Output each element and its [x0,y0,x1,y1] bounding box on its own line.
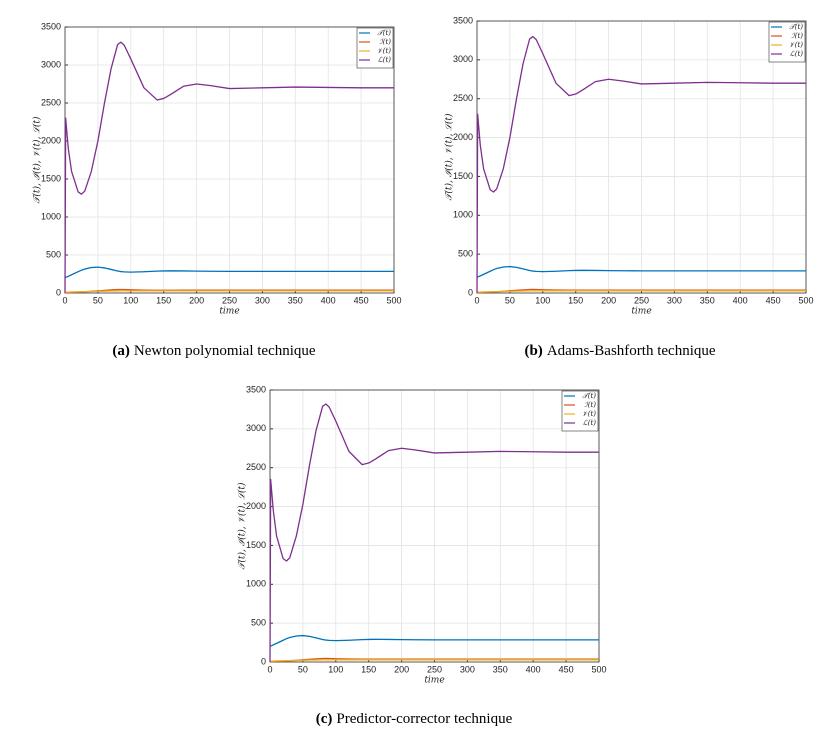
y-tick-label: 2500 [453,93,473,103]
x-tick-label: 0 [62,295,67,305]
legend-label: 𝒱(t) [789,41,803,49]
legend-label: ℐ(t) [379,38,391,46]
series-line [269,634,599,648]
x-tick-label: 500 [591,664,606,674]
x-tick-label: 350 [493,664,508,674]
x-tick-label: 300 [667,295,682,305]
y-tick-label: 3500 [246,384,266,394]
y-tick-label: 3000 [246,423,266,433]
y-tick-label: 500 [251,618,266,628]
legend-label: 𝒯(t) [789,23,803,31]
caption-label: (b) [524,343,542,359]
x-tick-label: 200 [189,295,204,305]
y-tick-label: 1500 [41,173,61,183]
x-tick-label: 250 [222,295,237,305]
x-tick-label: 300 [460,664,475,674]
legend-label: ℐ(t) [584,401,596,409]
x-tick-label: 150 [361,664,376,674]
y-tick-label: 2000 [41,135,61,145]
caption-text: Predictor-corrector technique [336,711,512,727]
legend-label: ℒ(t) [790,50,804,58]
y-axis-label: 𝒯(t), ℐ(t), 𝒱(t), ℒ(t) [32,116,43,203]
x-tick-label: 400 [733,295,748,305]
y-axis-label: 𝒯(t), ℐ(t), 𝒱(t), ℒ(t) [444,113,455,200]
series-line [269,403,599,663]
x-tick-label: 100 [123,295,138,305]
x-tick-label: 450 [766,295,781,305]
y-tick-label: 1500 [246,540,266,550]
y-tick-label: 2500 [246,462,266,472]
legend-label: ℒ(t) [583,419,597,427]
series-line [477,290,806,293]
caption-text: Adams-Bashforth technique [547,343,716,359]
y-tick-label: 0 [261,656,266,666]
x-tick-label: 100 [535,295,550,305]
legend-label: 𝒱(t) [582,410,596,418]
y-tick-label: 1500 [453,171,473,181]
x-tick-label: 50 [505,295,515,305]
x-tick-label: 500 [798,295,813,305]
y-tick-label: 2000 [246,501,266,511]
y-tick-label: 0 [56,287,61,297]
x-axis-label: time [424,676,444,686]
series-line [476,35,806,294]
x-axis-label: time [631,307,651,317]
x-tick-label: 450 [559,664,574,674]
x-tick-label: 300 [255,295,270,305]
x-tick-label: 150 [568,295,583,305]
x-axis-label: time [219,307,239,317]
x-tick-label: 150 [156,295,171,305]
y-tick-label: 1000 [453,210,473,220]
y-tick-label: 500 [458,249,473,259]
x-tick-label: 0 [474,295,479,305]
caption: (a) Newton polynomial technique [112,343,315,359]
x-tick-label: 350 [700,295,715,305]
legend-label: 𝒯(t) [582,392,596,400]
x-tick-label: 200 [394,664,409,674]
x-tick-label: 50 [298,664,308,674]
caption-text: Newton polynomial technique [134,343,316,359]
legend-label: 𝒯(t) [377,29,391,37]
y-tick-label: 2000 [453,132,473,142]
x-tick-label: 0 [267,664,272,674]
y-tick-label: 1000 [41,211,61,221]
y-tick-label: 2500 [41,97,61,107]
y-tick-label: 0 [468,287,473,297]
series-line [270,659,599,662]
x-tick-label: 250 [634,295,649,305]
y-tick-label: 1000 [246,579,266,589]
caption: (c) Predictor-corrector technique [316,711,513,727]
x-tick-label: 400 [526,664,541,674]
legend-label: ℐ(t) [791,32,803,40]
series-line [476,265,806,279]
caption-label: (a) [112,343,130,359]
y-tick-label: 3000 [453,54,473,64]
x-tick-label: 100 [328,664,343,674]
series-line [64,266,394,279]
y-tick-label: 3500 [453,15,473,25]
caption-label: (c) [316,711,333,727]
x-tick-label: 50 [93,295,103,305]
y-axis-label: 𝒯(t), ℐ(t), 𝒱(t), ℒ(t) [237,482,248,569]
legend-box [768,21,806,63]
caption: (b) Adams-Bashforth technique [524,343,715,359]
x-tick-label: 400 [321,295,336,305]
y-tick-label: 3000 [41,59,61,69]
series-line [65,290,394,293]
y-tick-label: 3500 [41,21,61,31]
x-tick-label: 250 [427,664,442,674]
series-line [64,41,394,294]
legend-label: ℒ(t) [378,56,392,64]
x-tick-label: 350 [288,295,303,305]
x-tick-label: 450 [354,295,369,305]
legend-label: 𝒱(t) [377,47,391,55]
legend-box [561,390,599,432]
y-tick-label: 500 [46,249,61,259]
x-tick-label: 200 [601,295,616,305]
x-tick-label: 500 [386,295,401,305]
legend-box [356,27,394,69]
